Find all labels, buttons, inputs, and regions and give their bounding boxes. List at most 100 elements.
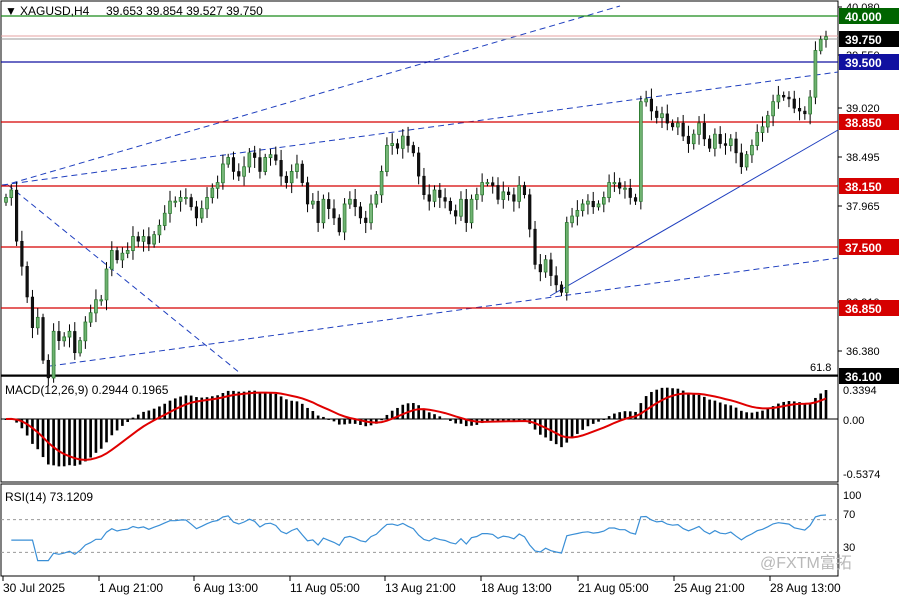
rsi-line [11,514,827,562]
macd-bar [52,419,55,466]
macd-bar [713,400,717,419]
candle-body [438,189,442,198]
macd-bar [607,416,611,419]
macd-bar [507,419,510,421]
macd-bar [221,392,225,419]
macd-bar [486,419,489,422]
candle-body [332,208,336,219]
macd-bar [798,402,801,419]
trend-line [1,5,621,187]
candle-fill [714,134,716,148]
macd-bar [443,418,447,420]
macd-bar [253,390,256,419]
price-badge-label: 37.500 [845,241,882,255]
price-badge-label: 39.750 [845,33,882,47]
candle-body [284,175,288,183]
candle-body [237,171,241,177]
macd-bar [628,411,632,419]
macd-bar [734,407,738,419]
candle-fill [576,211,579,216]
candle-fill [121,253,124,260]
macd-bar [803,403,807,419]
trend-line [549,129,839,297]
macd-bar [449,419,452,421]
horizontal-levels [1,15,838,377]
macd-scale-label: 0.00 [843,415,864,427]
macd-bar [597,419,600,422]
macd-bar [438,416,442,419]
trend-line [49,257,839,367]
macd-bar [348,419,352,424]
candle-fill [825,37,827,39]
macd-bar [792,401,796,419]
candle-body [512,194,516,202]
candle-fill [79,341,81,353]
price-scale-label: 38.495 [846,152,880,164]
candle-body [496,185,500,200]
candle-fill [602,198,605,204]
candle-fill [677,123,679,127]
candle-body [57,331,61,341]
candle-body [464,199,468,223]
price-badge-label: 36.850 [845,302,882,316]
candle-fill [185,198,187,199]
macd-bar [168,400,172,419]
candle-body [231,157,236,172]
candle-fill [729,139,732,145]
rsi-indicator [1,514,838,562]
candle-body [417,152,421,177]
candle-fill [5,198,7,202]
macd-bar [306,407,309,419]
candle-body [194,206,199,219]
candle-body [671,122,675,128]
macd-bar [121,419,124,426]
macd-bar [327,418,331,420]
macd-bar [422,408,426,419]
candle-fill [751,145,753,155]
macd-bar [78,419,82,465]
candle-body [364,217,368,223]
macd-bar [62,419,66,467]
price-badge [839,8,899,24]
macd-bar [454,419,457,424]
macd-bar [501,419,505,421]
candle-body [136,236,140,242]
candle-body [337,217,341,233]
macd-bar [766,408,770,419]
macd-bar [136,414,140,419]
macd-bar [295,401,299,419]
macd-bar [285,399,288,419]
macd-bar [676,388,680,419]
price-scale-label: 39.020 [846,103,880,115]
candle-body [739,152,743,168]
candle-fill [544,260,547,272]
candle-fill [200,209,203,218]
candle-fill [153,235,155,244]
macd-bar [718,402,722,419]
candle-body [358,206,363,219]
macd-bar [195,397,198,419]
candle-body [316,200,320,223]
candle-body [528,194,532,230]
time-axis-label: 25 Aug 21:00 [674,581,745,595]
macd-bar [729,405,733,419]
price-badge-label: 36.100 [845,370,882,384]
candle-fill [89,313,92,322]
price-badge-label: 39.500 [845,56,882,70]
candle-body [686,135,691,144]
candle-fill [370,204,372,223]
macd-bar [211,396,214,419]
candle-fill [761,127,764,132]
macd-bar [692,394,696,419]
header-arrow-icon[interactable]: ▼ [5,4,17,18]
price-badge [839,239,899,255]
candle-body [25,266,29,298]
macd-bar [613,413,616,419]
candle-fill [481,183,483,195]
candle-body [46,359,50,379]
macd-bar [523,419,526,421]
price-badge [839,300,899,316]
candle-body [491,182,495,186]
price-badge [839,368,899,384]
